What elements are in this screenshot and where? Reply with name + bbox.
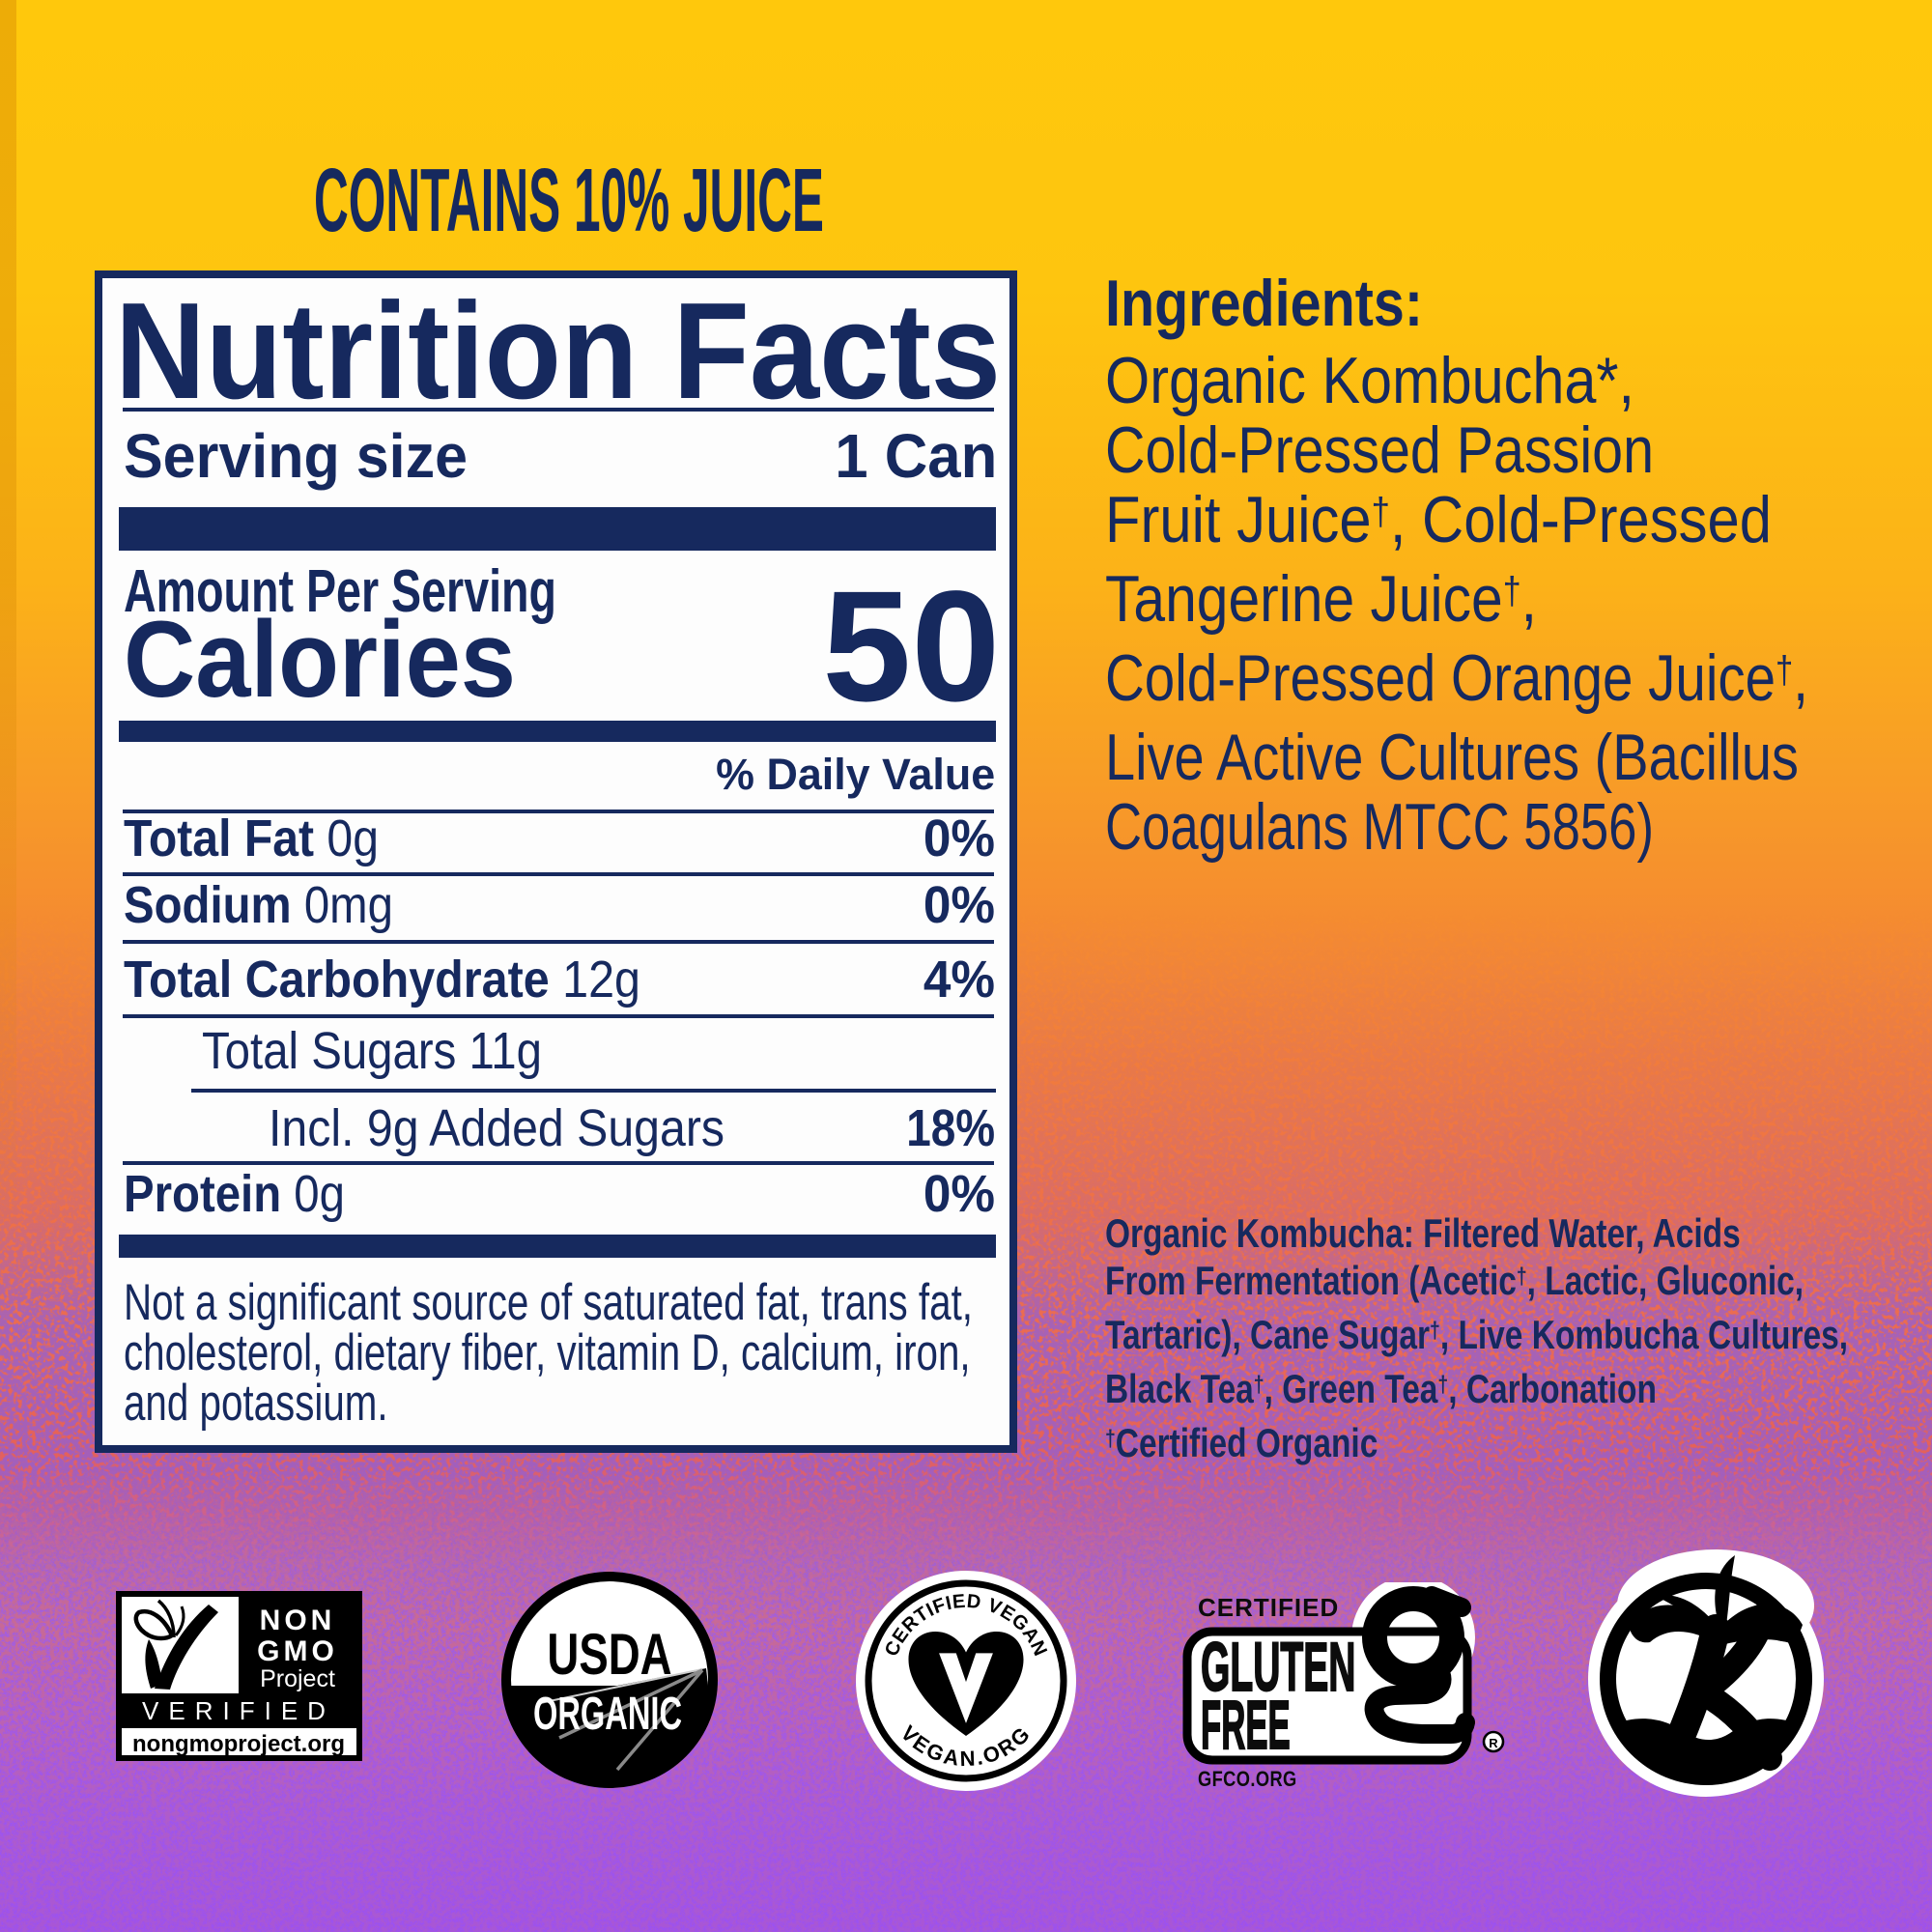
svg-text:ORGANIC: ORGANIC [533,1688,682,1740]
svg-text:GLUTEN: GLUTEN [1201,1630,1355,1706]
svg-text:USDA: USDA [547,1623,671,1687]
svg-text:nongmoproject.org: nongmoproject.org [132,1731,345,1757]
svg-text:CERTIFIED: CERTIFIED [1198,1593,1339,1622]
svg-text:R: R [1489,1736,1498,1750]
svg-text:GMO: GMO [257,1635,338,1667]
svg-text:Project: Project [260,1665,335,1692]
svg-text:VERIFIED: VERIFIED [142,1696,335,1725]
svg-text:FREE: FREE [1201,1686,1291,1763]
svg-text:NON: NON [260,1605,336,1636]
svg-text:GFCO.ORG: GFCO.ORG [1198,1769,1297,1792]
